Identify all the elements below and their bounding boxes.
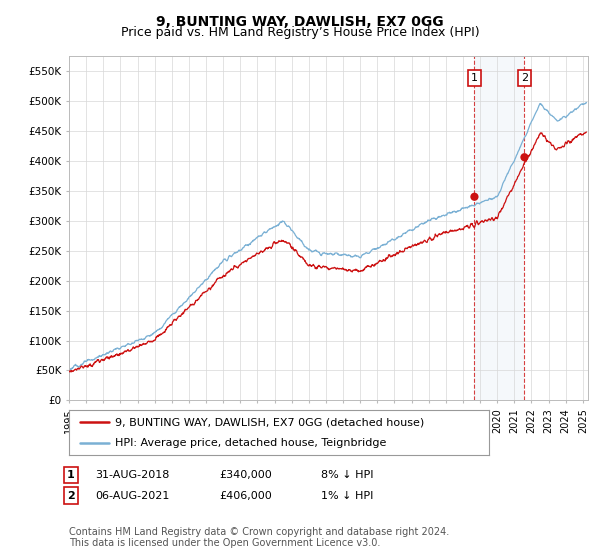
- Text: 1: 1: [67, 470, 74, 480]
- Text: 31-AUG-2018: 31-AUG-2018: [95, 470, 169, 480]
- Text: £340,000: £340,000: [219, 470, 272, 480]
- Text: 2: 2: [521, 73, 528, 83]
- Text: 9, BUNTING WAY, DAWLISH, EX7 0GG: 9, BUNTING WAY, DAWLISH, EX7 0GG: [156, 15, 444, 29]
- Text: 1: 1: [471, 73, 478, 83]
- Text: 2: 2: [67, 491, 74, 501]
- Text: Price paid vs. HM Land Registry’s House Price Index (HPI): Price paid vs. HM Land Registry’s House …: [121, 26, 479, 39]
- Text: HPI: Average price, detached house, Teignbridge: HPI: Average price, detached house, Teig…: [115, 437, 386, 447]
- Text: 9, BUNTING WAY, DAWLISH, EX7 0GG (detached house): 9, BUNTING WAY, DAWLISH, EX7 0GG (detach…: [115, 417, 424, 427]
- Bar: [475, 56, 524, 400]
- Text: Contains HM Land Registry data © Crown copyright and database right 2024.
This d: Contains HM Land Registry data © Crown c…: [69, 527, 449, 548]
- Text: 8% ↓ HPI: 8% ↓ HPI: [321, 470, 373, 480]
- Point: [470, 192, 479, 201]
- Text: 1% ↓ HPI: 1% ↓ HPI: [321, 491, 373, 501]
- Text: £406,000: £406,000: [219, 491, 272, 501]
- Text: 06-AUG-2021: 06-AUG-2021: [95, 491, 169, 501]
- Point: [520, 153, 529, 162]
